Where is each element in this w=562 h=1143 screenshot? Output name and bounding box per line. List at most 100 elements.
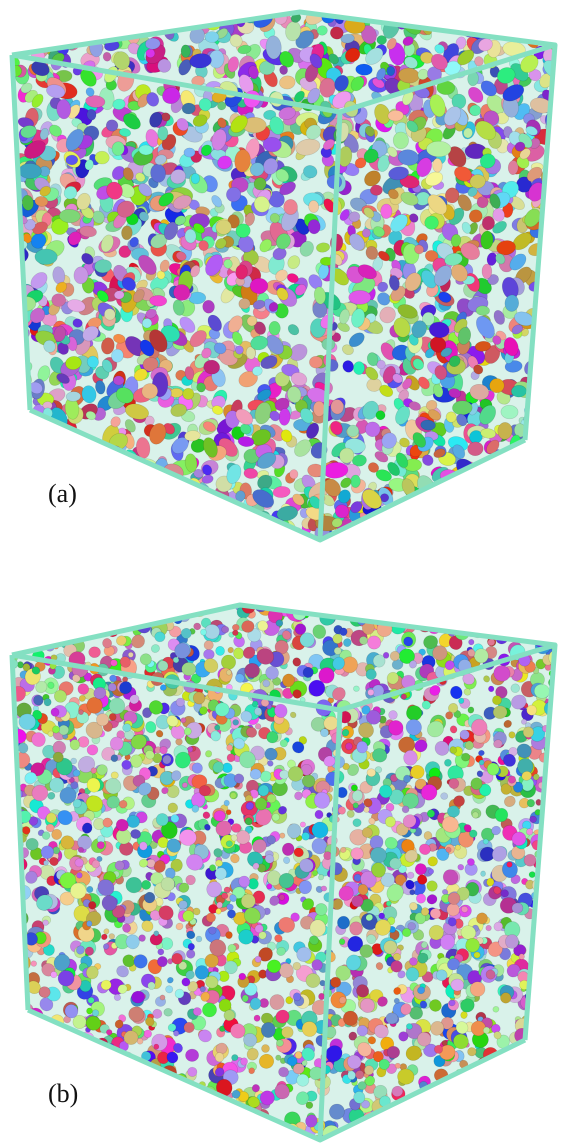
particle — [491, 1135, 509, 1140]
particle — [12, 1031, 27, 1049]
particle — [200, 534, 215, 540]
particle — [189, 502, 202, 515]
particle — [98, 1138, 109, 1140]
particle — [550, 412, 555, 422]
particle — [56, 99, 72, 120]
particle — [540, 27, 551, 39]
particle — [418, 12, 435, 19]
particle — [210, 12, 220, 16]
particle — [12, 280, 17, 295]
particle — [538, 1038, 547, 1047]
particle — [453, 502, 466, 518]
particle — [98, 610, 104, 617]
particle — [12, 381, 28, 399]
particle — [76, 529, 94, 540]
particle — [25, 459, 43, 476]
particle — [399, 437, 410, 448]
particle — [455, 1096, 469, 1110]
particle — [234, 149, 251, 173]
particle — [505, 481, 519, 496]
particle — [44, 463, 61, 479]
particle — [12, 519, 30, 540]
particle — [495, 12, 511, 29]
particle — [189, 605, 196, 608]
particle — [484, 1078, 494, 1087]
particle — [370, 605, 378, 606]
particle — [115, 387, 134, 404]
particle — [345, 47, 361, 63]
particle — [104, 532, 124, 540]
particle — [534, 1014, 550, 1031]
particle — [547, 419, 555, 437]
particle — [86, 355, 99, 369]
particle — [179, 316, 196, 333]
particle — [515, 470, 530, 486]
particle — [269, 410, 281, 422]
particle — [535, 990, 543, 998]
particle — [0, 1000, 12, 1013]
particle — [160, 495, 177, 512]
particle — [506, 502, 519, 514]
particle — [197, 12, 217, 20]
particle — [35, 1114, 46, 1125]
particle — [406, 605, 416, 606]
particle — [509, 1122, 519, 1132]
particle — [549, 810, 555, 817]
particle — [15, 1102, 28, 1115]
particle — [67, 299, 86, 313]
particle — [538, 1069, 551, 1082]
particle — [361, 25, 377, 45]
particle — [440, 613, 451, 623]
particle — [426, 503, 439, 520]
particle — [25, 535, 42, 540]
particle — [105, 1088, 113, 1096]
particle — [181, 102, 196, 115]
particle — [436, 616, 449, 629]
particle — [276, 287, 289, 301]
particle — [521, 517, 533, 527]
particle — [432, 383, 444, 398]
particle — [12, 431, 15, 447]
particle — [247, 1120, 256, 1129]
particle — [486, 439, 500, 455]
particle — [307, 87, 321, 104]
particle — [14, 28, 28, 43]
particle — [499, 527, 510, 539]
particle — [221, 625, 230, 634]
particle — [525, 530, 540, 540]
particle — [496, 240, 516, 256]
particle — [12, 453, 30, 469]
particle — [12, 38, 23, 53]
particle — [127, 12, 146, 14]
particle — [538, 890, 546, 898]
particle — [164, 518, 178, 538]
particle — [257, 531, 277, 540]
particle — [524, 1127, 538, 1140]
particle — [337, 322, 350, 333]
particle — [138, 254, 157, 275]
particle — [545, 1026, 555, 1037]
particle — [369, 609, 380, 620]
particle — [269, 212, 281, 224]
particle — [406, 12, 425, 24]
particle — [126, 1109, 141, 1124]
particle — [19, 502, 38, 516]
particle — [415, 605, 425, 614]
particle — [399, 175, 420, 189]
particle — [151, 511, 165, 522]
particle — [58, 12, 80, 27]
particle — [451, 12, 467, 28]
particle — [100, 12, 115, 13]
particle — [377, 250, 390, 262]
particle — [30, 523, 45, 539]
particle — [13, 1038, 26, 1051]
particle — [535, 1121, 546, 1132]
particle — [548, 328, 555, 352]
particle — [184, 453, 198, 473]
particle — [203, 437, 218, 458]
particle — [458, 515, 475, 531]
particle — [549, 173, 555, 188]
particle — [12, 487, 24, 498]
particle — [542, 24, 555, 37]
particle — [237, 44, 252, 55]
